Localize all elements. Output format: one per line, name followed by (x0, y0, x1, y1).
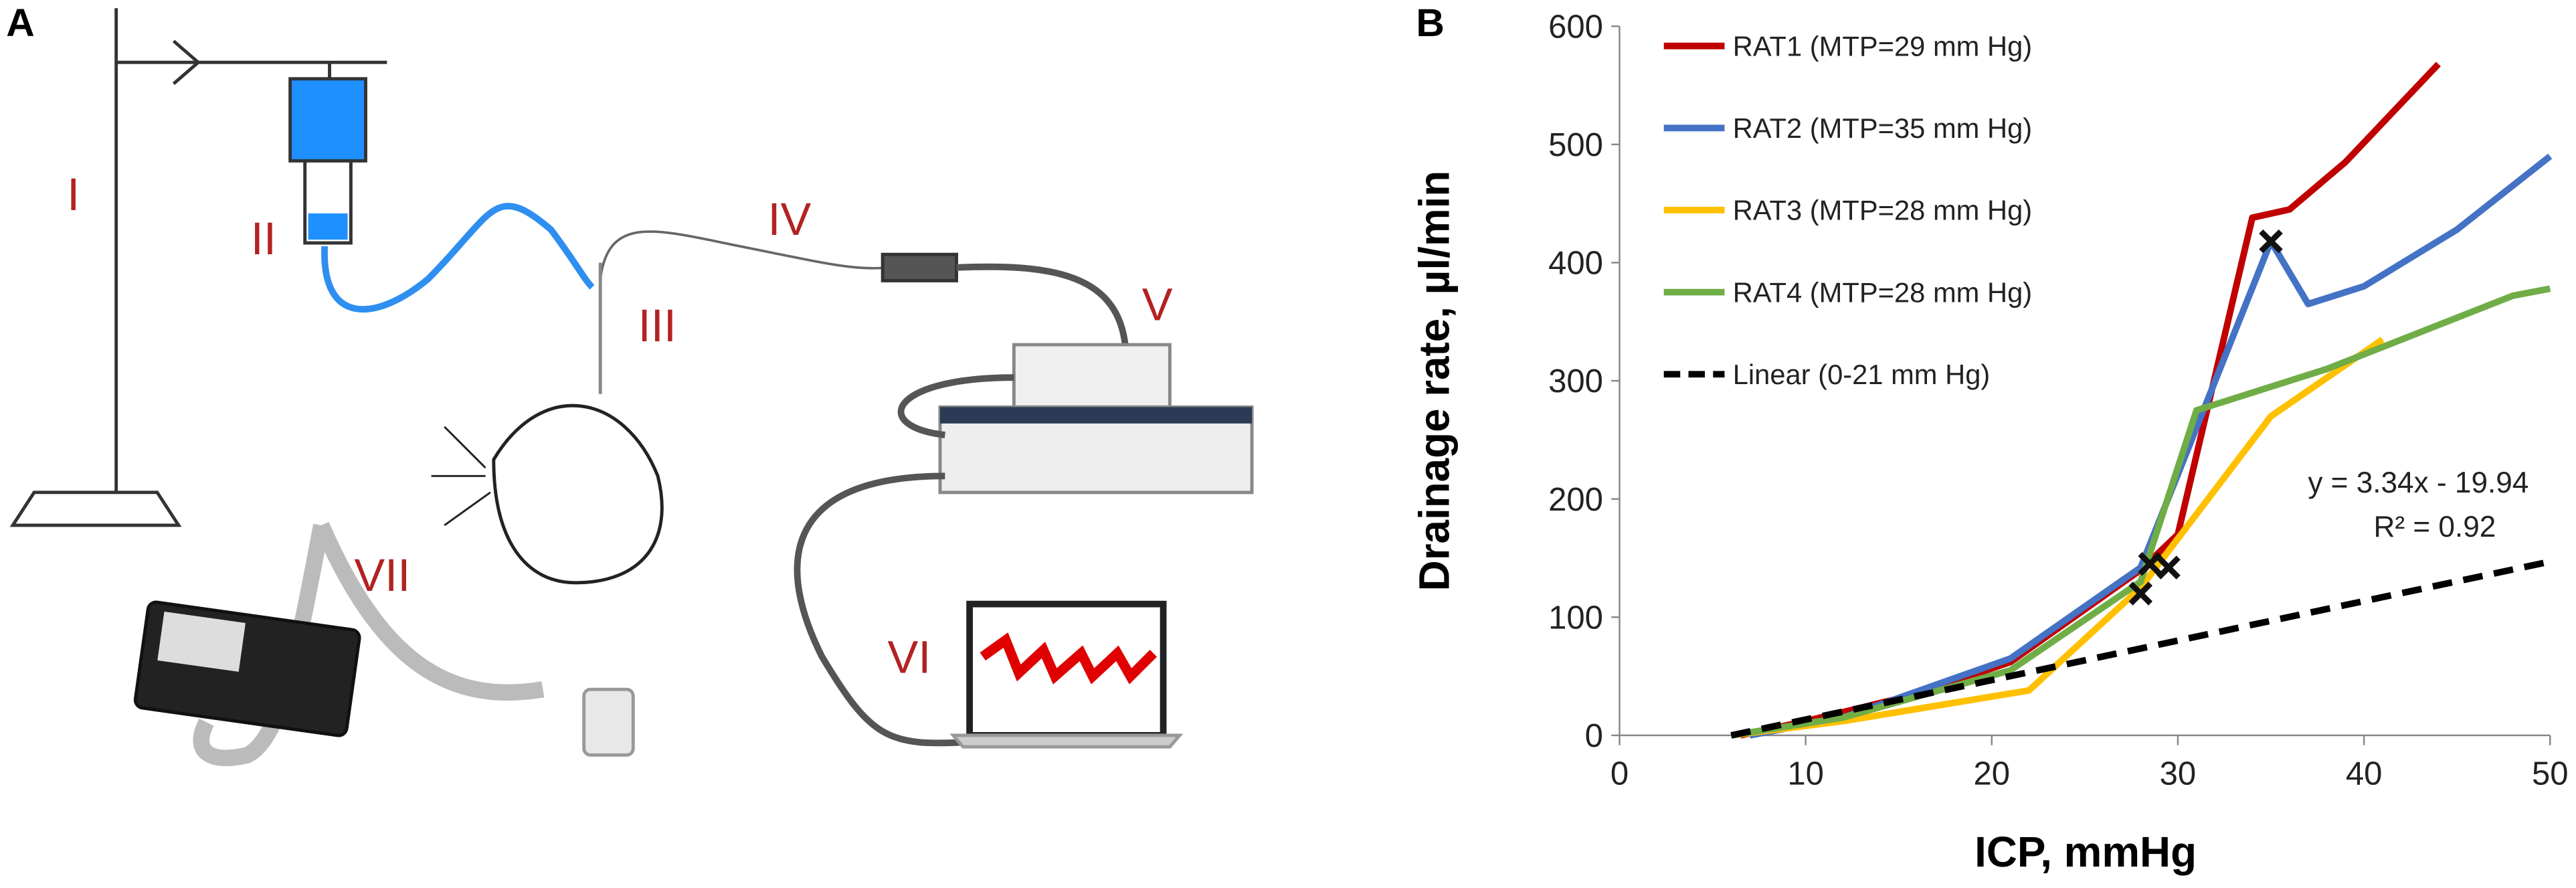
legend-label: RAT3 (MTP=28 mm Hg) (1733, 195, 2032, 226)
y-tick-label: 400 (1548, 246, 1603, 282)
part-label: I (67, 169, 80, 220)
y-tick-label: 100 (1548, 600, 1603, 636)
x-tick-label: 50 (2532, 756, 2569, 792)
legend-label: RAT1 (MTP=29 mm Hg) (1733, 30, 2032, 62)
x-tick-label: 30 (2160, 756, 2197, 792)
part-label: VI (888, 632, 931, 683)
y-axis-title: Drainage rate, µl/min (1410, 171, 1458, 592)
part-label: V (1142, 278, 1173, 330)
y-tick-label: 600 (1548, 9, 1603, 45)
cross-marker (2138, 552, 2162, 576)
part-label: II (251, 213, 276, 264)
x-tick-label: 10 (1787, 756, 1824, 792)
part-label: IV (767, 193, 811, 245)
y-tick-label: 500 (1548, 127, 1603, 163)
x-tick-label: 40 (2346, 756, 2383, 792)
x-tick-label: 0 (1611, 756, 1629, 792)
x-axis-title: ICP, mmHg (1974, 828, 2197, 876)
legend-label: RAT2 (MTP=35 mm Hg) (1733, 112, 2032, 144)
x-tick-label: 20 (1974, 756, 2011, 792)
apparatus-illustration (9, 8, 1254, 766)
cross-marker (2259, 229, 2283, 254)
cross-marker (2156, 555, 2181, 580)
annotation: R² = 0.92 (2374, 511, 2496, 543)
annotation: y = 3.34x - 19.94 (2308, 466, 2528, 499)
legend-label: RAT4 (MTP=28 mm Hg) (1733, 276, 2032, 308)
y-tick-label: 0 (1585, 718, 1603, 754)
y-tick-label: 200 (1548, 482, 1603, 518)
panel-label: B (1416, 1, 1445, 45)
cross-marker (2128, 582, 2153, 606)
panel-label: A (6, 1, 35, 45)
legend-label: Linear (0-21 mm Hg) (1733, 359, 1991, 390)
part-label: III (638, 300, 676, 351)
y-tick-label: 300 (1548, 363, 1603, 399)
series-line (1730, 285, 2551, 739)
part-label: VII (354, 549, 410, 601)
series-line (1730, 337, 2385, 739)
series-line (1749, 153, 2553, 739)
series-line (1730, 558, 2551, 739)
